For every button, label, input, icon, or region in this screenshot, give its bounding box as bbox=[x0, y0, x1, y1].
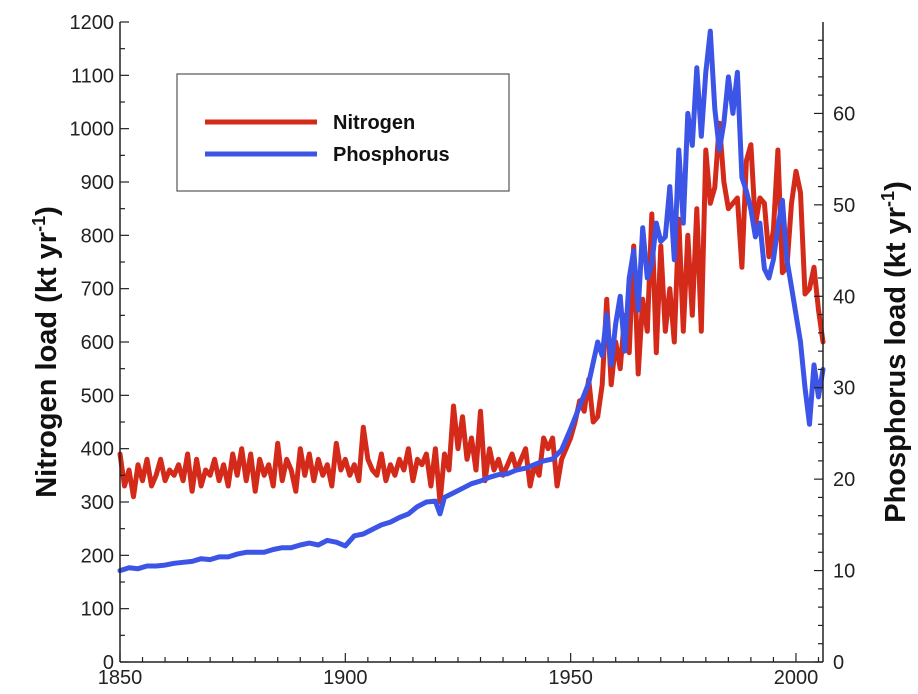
y-tick-label-left: 100 bbox=[81, 599, 114, 621]
y-axis-right-title-close: ) bbox=[880, 181, 912, 191]
y-tick-label-left: 400 bbox=[81, 439, 114, 461]
y-tick-label-right: 30 bbox=[833, 378, 855, 400]
axes: 0100200300400500600700800900100011001200… bbox=[70, 12, 856, 689]
y-axis-right-title-superscript: -1 bbox=[878, 191, 898, 207]
y-tick-label-right: 20 bbox=[833, 469, 855, 491]
y-tick-label-left: 900 bbox=[81, 172, 114, 194]
y-axis-right-title: Phosphorus load (kt yr-1) bbox=[878, 181, 912, 523]
y-axis-right-title-text: Phosphorus load (kt yr bbox=[880, 207, 912, 523]
x-tick-label: 1950 bbox=[548, 667, 593, 689]
y-tick-label-left: 1000 bbox=[70, 119, 115, 141]
legend: Nitrogen Phosphorus bbox=[176, 73, 510, 192]
legend-label-phosphorus: Phosphorus bbox=[333, 144, 450, 166]
plot-area bbox=[117, 28, 826, 574]
y-tick-label-right: 0 bbox=[833, 652, 844, 674]
y-tick-label-left: 300 bbox=[81, 492, 114, 514]
x-tick-label: 2000 bbox=[774, 667, 819, 689]
x-tick-label: 1900 bbox=[323, 667, 368, 689]
series-line-phosphorus bbox=[117, 28, 826, 574]
y-axis-left-title-text: Nitrogen load (kt yr bbox=[31, 232, 63, 498]
y-tick-label-left: 1200 bbox=[70, 12, 115, 34]
y-axis-left-title-close: ) bbox=[31, 206, 63, 216]
y-tick-label-left: 1100 bbox=[71, 65, 114, 87]
y-tick-label-left: 200 bbox=[81, 545, 114, 567]
y-tick-label-left: 0 bbox=[103, 652, 114, 674]
y-axis-left-title-superscript: -1 bbox=[29, 216, 49, 232]
y-tick-label-left: 500 bbox=[81, 385, 114, 407]
series-line-nitrogen bbox=[117, 120, 826, 505]
legend-label-nitrogen: Nitrogen bbox=[333, 112, 415, 134]
y-tick-label-left: 600 bbox=[81, 332, 114, 354]
y-tick-label-right: 60 bbox=[833, 103, 855, 125]
y-tick-label-left: 800 bbox=[81, 225, 114, 247]
y-tick-label-right: 40 bbox=[833, 286, 855, 308]
y-tick-label-right: 10 bbox=[833, 561, 855, 583]
y-axis-left-title: Nitrogen load (kt yr-1) bbox=[29, 206, 63, 498]
y-tick-label-left: 700 bbox=[81, 279, 114, 301]
legend-box bbox=[176, 73, 510, 192]
x-tick-label: 1850 bbox=[98, 667, 143, 689]
y-tick-label-right: 50 bbox=[833, 195, 855, 217]
